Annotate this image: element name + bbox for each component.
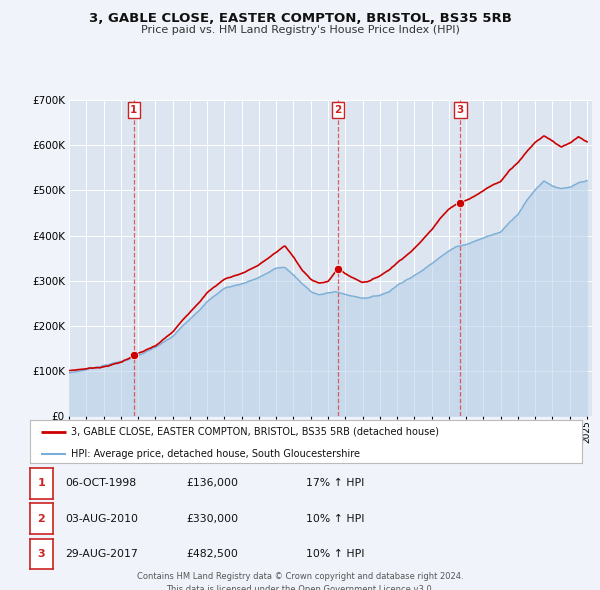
Text: HPI: Average price, detached house, South Gloucestershire: HPI: Average price, detached house, Sout… — [71, 448, 361, 458]
Text: 29-AUG-2017: 29-AUG-2017 — [65, 549, 137, 559]
Text: 03-AUG-2010: 03-AUG-2010 — [65, 514, 138, 523]
Text: 17% ↑ HPI: 17% ↑ HPI — [306, 478, 364, 488]
Text: 2: 2 — [38, 514, 45, 523]
Text: 3: 3 — [457, 105, 464, 115]
Text: 3, GABLE CLOSE, EASTER COMPTON, BRISTOL, BS35 5RB (detached house): 3, GABLE CLOSE, EASTER COMPTON, BRISTOL,… — [71, 427, 439, 437]
Text: 06-OCT-1998: 06-OCT-1998 — [65, 478, 136, 488]
Text: Price paid vs. HM Land Registry's House Price Index (HPI): Price paid vs. HM Land Registry's House … — [140, 25, 460, 35]
Text: 10% ↑ HPI: 10% ↑ HPI — [306, 549, 365, 559]
Text: 3, GABLE CLOSE, EASTER COMPTON, BRISTOL, BS35 5RB: 3, GABLE CLOSE, EASTER COMPTON, BRISTOL,… — [89, 12, 511, 25]
Text: Contains HM Land Registry data © Crown copyright and database right 2024.: Contains HM Land Registry data © Crown c… — [137, 572, 463, 581]
Text: £136,000: £136,000 — [186, 478, 238, 488]
Text: £482,500: £482,500 — [186, 549, 238, 559]
Text: 10% ↑ HPI: 10% ↑ HPI — [306, 514, 365, 523]
Text: 1: 1 — [130, 105, 137, 115]
Text: 1: 1 — [38, 478, 45, 488]
Text: 2: 2 — [335, 105, 342, 115]
Text: This data is licensed under the Open Government Licence v3.0.: This data is licensed under the Open Gov… — [166, 585, 434, 590]
Text: £330,000: £330,000 — [186, 514, 238, 523]
Text: 3: 3 — [38, 549, 45, 559]
